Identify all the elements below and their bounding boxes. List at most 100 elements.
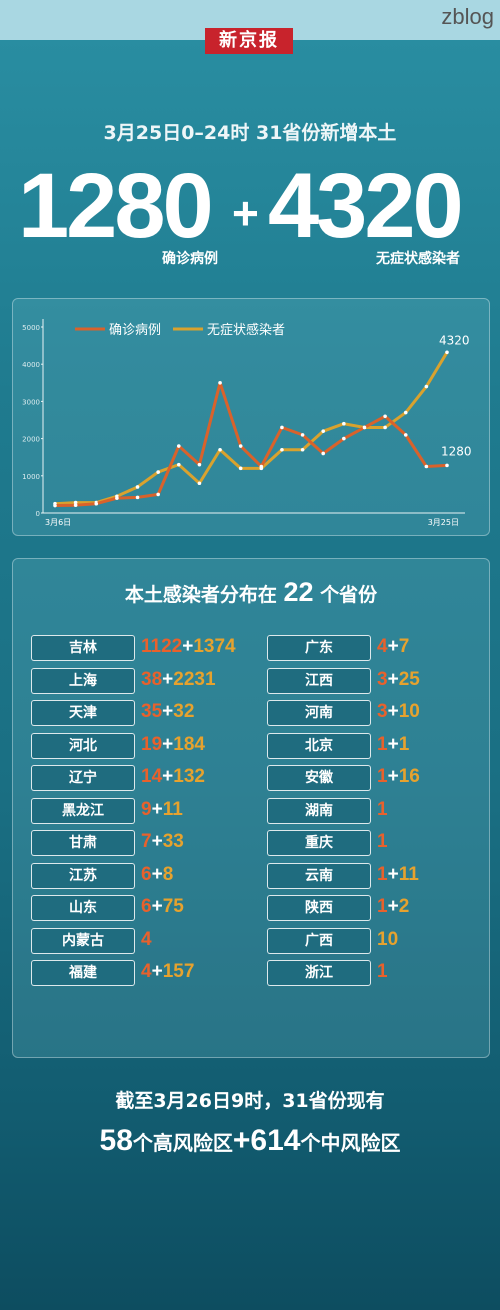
confirmed-count: 1 bbox=[377, 798, 388, 820]
province-counts: 1 bbox=[377, 797, 388, 823]
watermark: zblog bbox=[441, 4, 494, 29]
distribution-title-post: 个省份 bbox=[320, 584, 378, 606]
data-point bbox=[403, 410, 408, 415]
data-point bbox=[342, 436, 346, 441]
confirmed-count: 4 bbox=[141, 961, 152, 982]
province-counts: 1+1 bbox=[377, 732, 409, 758]
end-label-confirmed: 1280 bbox=[441, 444, 472, 458]
province-counts: 1122+1374 bbox=[141, 634, 236, 660]
province-label: 广东 bbox=[267, 635, 371, 661]
plus-sign: + bbox=[387, 701, 399, 722]
confirmed-count: 14 bbox=[141, 766, 163, 787]
data-point bbox=[238, 466, 243, 471]
province-label: 河南 bbox=[267, 700, 371, 726]
confirmed-count: 3 bbox=[377, 668, 388, 690]
data-point bbox=[135, 485, 140, 489]
asymptomatic-count: 11 bbox=[162, 798, 183, 820]
confirmed-count: 19 bbox=[141, 733, 163, 755]
asymptomatic-count: 8 bbox=[162, 863, 174, 885]
data-point bbox=[135, 495, 140, 500]
data-point bbox=[321, 451, 326, 456]
province-label: 天津 bbox=[31, 700, 135, 726]
asymptomatic-count: 7 bbox=[398, 636, 410, 657]
data-point bbox=[424, 464, 429, 469]
y-tick-label: 2000 bbox=[22, 436, 40, 444]
data-point bbox=[383, 425, 387, 430]
province-counts: 1+16 bbox=[377, 764, 420, 790]
data-point bbox=[238, 444, 243, 448]
province-label: 陕西 bbox=[267, 895, 371, 921]
data-point bbox=[300, 433, 305, 437]
plus-sign: + bbox=[387, 733, 399, 755]
province-counts: 4+7 bbox=[377, 634, 409, 660]
data-point bbox=[197, 481, 202, 486]
data-point bbox=[156, 470, 160, 474]
confirmed-count: 6 bbox=[141, 863, 152, 885]
data-point bbox=[445, 350, 449, 355]
data-point bbox=[218, 447, 222, 452]
legend-label: 确诊病例 bbox=[109, 323, 161, 338]
y-tick-label: 3000 bbox=[22, 398, 40, 406]
asymptomatic-count: 32 bbox=[173, 701, 195, 722]
province-counts: 1+11 bbox=[377, 862, 419, 888]
confirmed-count: 1 bbox=[377, 863, 388, 885]
data-point bbox=[73, 503, 78, 507]
plus-sign: + bbox=[151, 863, 163, 885]
confirmed-count: 1 bbox=[377, 766, 388, 787]
province-counts: 6+75 bbox=[141, 894, 184, 920]
plus-sign: + bbox=[387, 668, 399, 690]
province-label: 上海 bbox=[31, 667, 135, 694]
asymptomatic-count: 16 bbox=[398, 766, 420, 787]
mid-risk-count: 614 bbox=[250, 1124, 301, 1157]
data-point bbox=[280, 447, 284, 452]
series-line bbox=[54, 381, 448, 508]
province-counts: 1 bbox=[377, 829, 388, 855]
province-label: 云南 bbox=[267, 862, 371, 889]
y-tick-label: 0 bbox=[36, 510, 40, 518]
headline: 3月25日0–24时 31省份新增本土 bbox=[103, 122, 397, 144]
plus-sign: + bbox=[162, 701, 174, 722]
confirmed-count: 35 bbox=[141, 701, 163, 722]
data-point bbox=[342, 421, 346, 426]
province-label: 江西 bbox=[267, 667, 371, 694]
end-label-asymptomatic: 4320 bbox=[439, 333, 470, 347]
plus-sign: + bbox=[387, 636, 399, 657]
confirmed-count: 9 bbox=[141, 798, 152, 820]
plus-sign: + bbox=[387, 863, 399, 885]
confirmed-count: 3 bbox=[377, 701, 388, 722]
province-counts: 1+2 bbox=[377, 894, 409, 920]
risk-area-caption: 截至3月26日9时，31省份现有 bbox=[115, 1090, 385, 1112]
asymptomatic-count: 11 bbox=[398, 863, 419, 885]
confirmed-count: 1 bbox=[377, 896, 388, 917]
plus-sign: + bbox=[151, 831, 163, 852]
asymptomatic-count: 1374 bbox=[193, 636, 236, 657]
confirmed-count: 38 bbox=[141, 668, 163, 690]
asymptomatic-count: 25 bbox=[398, 668, 420, 690]
x-tick-label: 3月25日 bbox=[428, 518, 459, 527]
confirmed-count: 1 bbox=[377, 733, 388, 755]
plus-sign: + bbox=[151, 961, 163, 982]
province-label: 安徽 bbox=[267, 765, 371, 791]
province-label: 河北 bbox=[31, 732, 135, 759]
plus-sign: + bbox=[182, 636, 194, 657]
asymptomatic-count: 1 bbox=[398, 733, 410, 755]
asymptomatic-count: 75 bbox=[162, 896, 184, 917]
plus-sign: + bbox=[162, 733, 174, 755]
asymptomatic-count: 132 bbox=[173, 766, 205, 787]
plus-sign: + bbox=[162, 766, 174, 787]
province-counts: 35+32 bbox=[141, 699, 194, 725]
asymptomatic-count: 184 bbox=[173, 733, 205, 755]
y-tick-label: 1000 bbox=[22, 473, 40, 481]
high-risk-count: 58 bbox=[99, 1124, 133, 1157]
data-point bbox=[218, 381, 222, 385]
data-point bbox=[94, 501, 99, 506]
data-point bbox=[176, 444, 181, 448]
confirmed-count: 1 bbox=[377, 961, 388, 982]
plus-sign: + bbox=[232, 187, 259, 239]
province-label: 江苏 bbox=[31, 862, 135, 889]
province-label: 甘肃 bbox=[31, 830, 135, 856]
province-label: 内蒙古 bbox=[31, 927, 135, 954]
data-point bbox=[156, 492, 160, 497]
logo: 新京报 bbox=[205, 28, 293, 54]
confirmed-count: 1 bbox=[377, 831, 388, 852]
